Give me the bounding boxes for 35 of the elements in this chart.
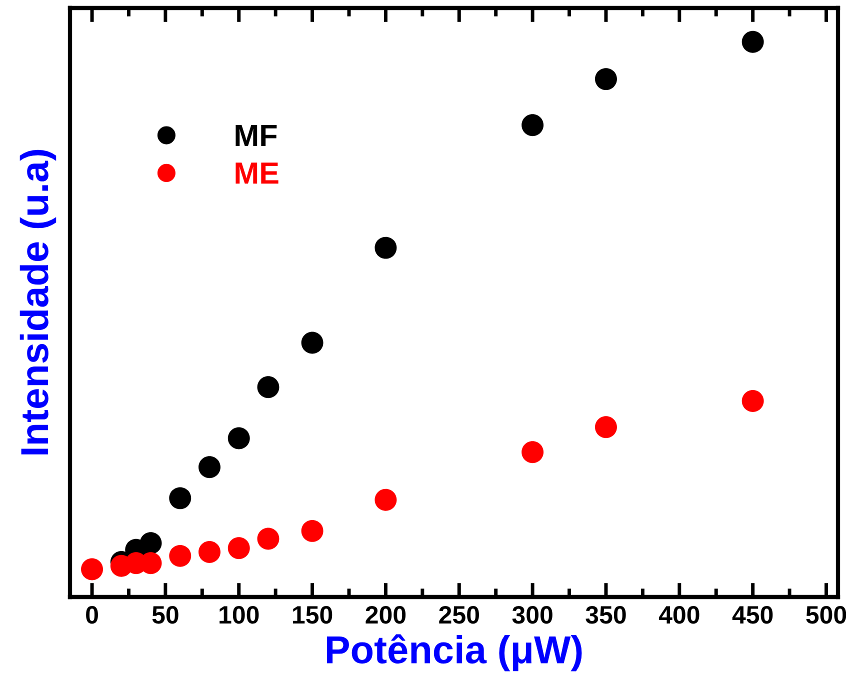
x-tick-label: 250 — [439, 606, 479, 624]
legend-label: MF — [236, 124, 277, 146]
x-tick-label: 300 — [512, 606, 552, 624]
point — [169, 487, 192, 510]
point — [228, 537, 250, 560]
point — [522, 114, 544, 136]
point — [81, 558, 104, 580]
point — [522, 441, 544, 464]
x-tick-label: 450 — [732, 606, 773, 624]
point — [301, 332, 324, 354]
point — [140, 532, 162, 554]
x-tick-label: 150 — [293, 606, 332, 624]
x-tick-label: 350 — [586, 606, 626, 624]
point — [742, 390, 764, 412]
point — [742, 30, 764, 53]
x-tick-label: 100 — [220, 606, 259, 624]
point — [374, 236, 397, 259]
x-tick-label: 200 — [366, 606, 406, 624]
x-tick-label: 500 — [806, 606, 846, 624]
point — [374, 488, 397, 511]
y-axis-title: Intensidade (u.a) — [20, 150, 56, 454]
point — [595, 68, 617, 90]
x-tick-label: 400 — [658, 606, 700, 624]
point — [301, 520, 324, 542]
point — [257, 376, 280, 398]
point — [257, 528, 280, 550]
point — [169, 544, 192, 567]
x-tick-label: 0 — [86, 606, 98, 624]
legend-label: ME — [236, 162, 278, 184]
point — [228, 427, 250, 450]
point — [198, 541, 220, 564]
point — [595, 416, 617, 438]
x-tick-label: 50 — [152, 606, 178, 624]
point — [198, 456, 220, 478]
x-axis-title: Potência (μW) — [326, 634, 582, 672]
